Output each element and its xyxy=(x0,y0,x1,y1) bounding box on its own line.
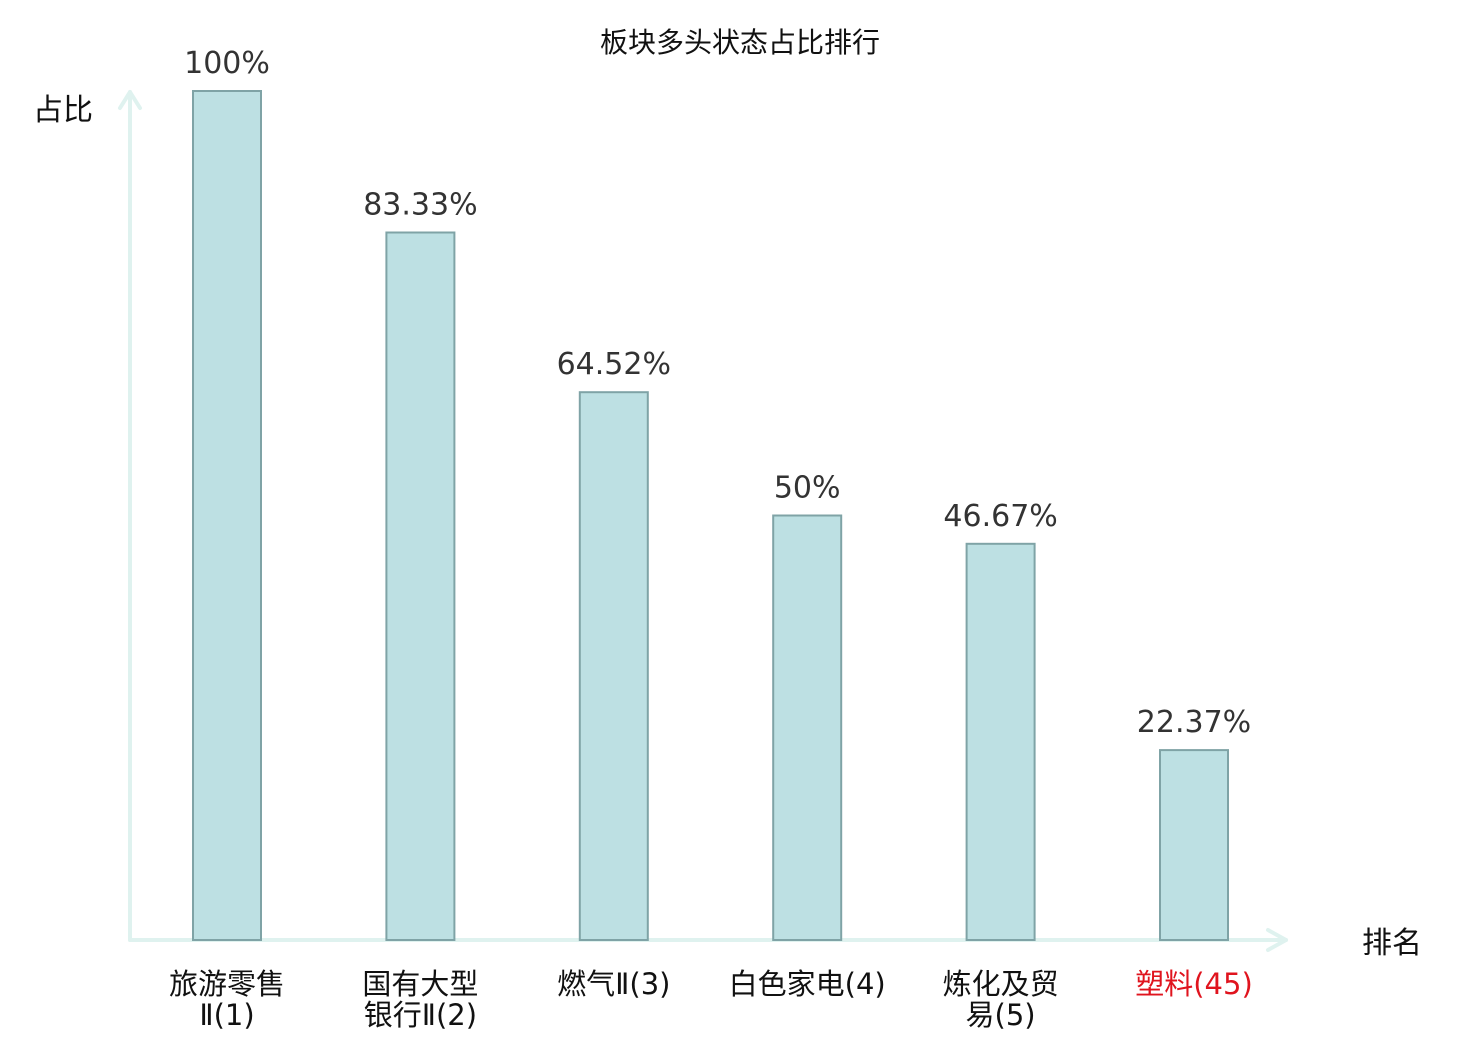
chart-title: 板块多头状态占比排行 xyxy=(600,26,880,59)
bar-value-label: 22.37% xyxy=(1137,705,1251,740)
y-axis-arrowhead xyxy=(118,90,142,110)
y-axis-label: 占比 xyxy=(33,93,93,128)
bar xyxy=(772,514,843,941)
bar-value-label: 64.52% xyxy=(557,347,671,382)
bar-value-label: 50% xyxy=(774,471,841,506)
category-label: 炼化及贸 xyxy=(943,967,1059,1001)
x-axis-arrowhead xyxy=(1266,928,1288,952)
category-label: 易(5) xyxy=(966,998,1036,1032)
bar xyxy=(385,231,456,941)
bar xyxy=(1159,749,1229,941)
value-labels-group: 100% 83.33% 64.52% 50% 46.67% 22.37% xyxy=(184,46,1251,740)
bars-group xyxy=(192,90,1229,941)
bar xyxy=(192,90,262,941)
bar-value-label: 83.33% xyxy=(363,188,477,223)
x-axis-label: 排名 xyxy=(1362,926,1422,961)
category-label: 塑料(45) xyxy=(1135,967,1253,1001)
category-label: 白色家电(4) xyxy=(729,967,886,1001)
bar xyxy=(965,542,1036,941)
bar xyxy=(578,391,649,941)
bar-value-label: 100% xyxy=(184,46,270,81)
category-label: Ⅱ(1) xyxy=(199,998,254,1032)
category-label: 旅游零售 xyxy=(169,967,285,1001)
axes xyxy=(118,90,1288,952)
category-label: 国有大型 xyxy=(362,967,478,1001)
category-label: 燃气Ⅱ(3) xyxy=(557,967,670,1001)
category-label: 银行Ⅱ(2) xyxy=(364,998,477,1032)
bar-value-label: 46.67% xyxy=(943,499,1057,534)
